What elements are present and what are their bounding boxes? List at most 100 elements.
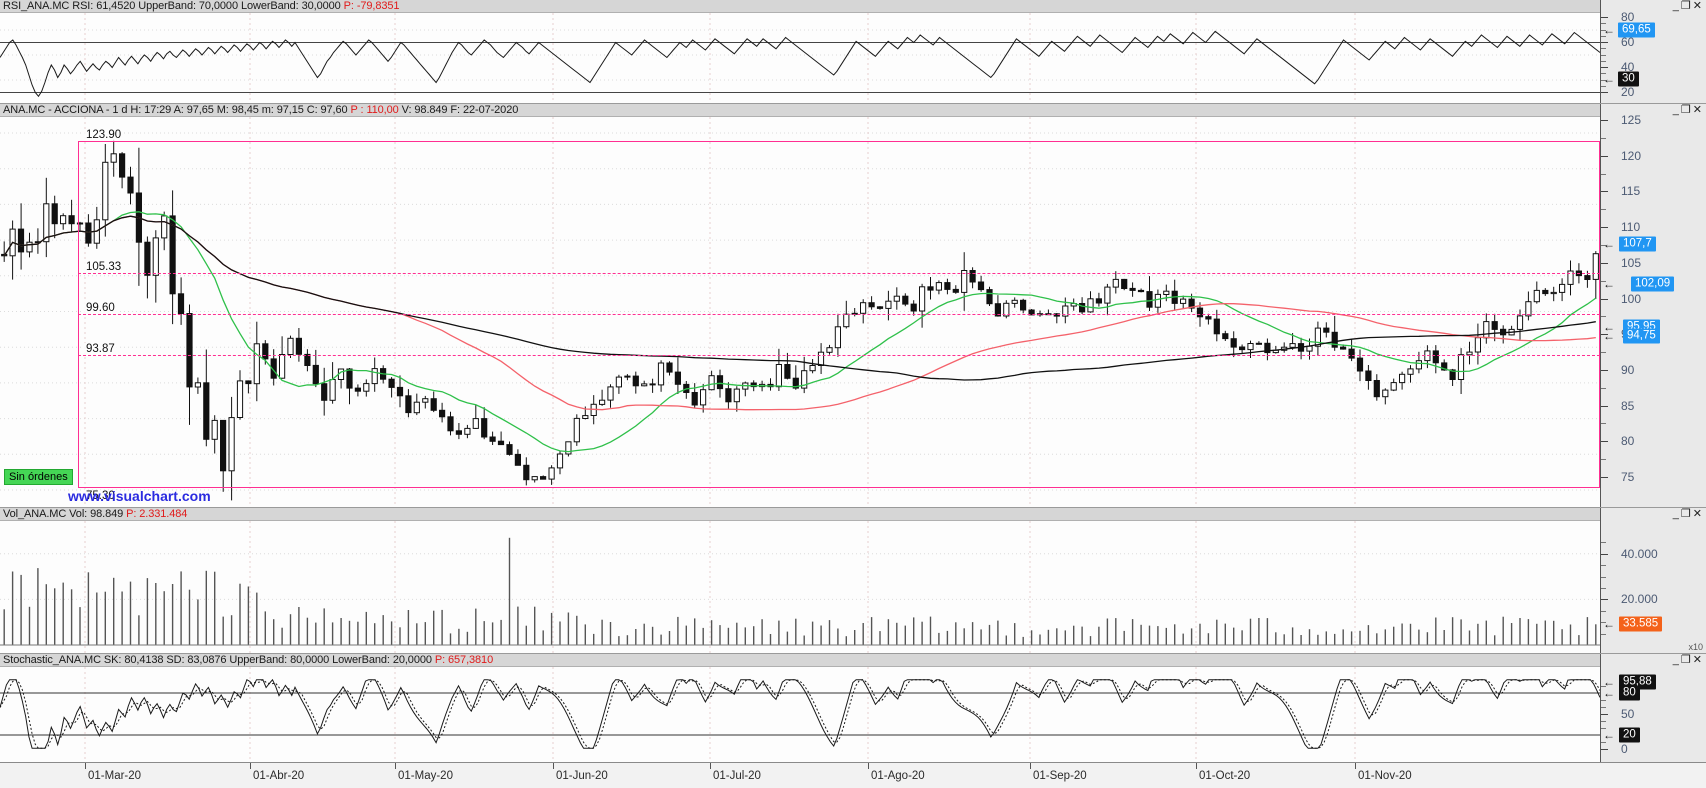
date-label: 01-Nov-20	[1358, 770, 1412, 782]
price-marker-arrow-icon: ←	[1603, 686, 1615, 700]
rsi-plot-area[interactable]	[0, 13, 1600, 103]
panel-stochastic: Stochastic_ANA.MC SK: 80,4138 SD: 83,087…	[0, 654, 1706, 762]
axis-tick-mark	[1601, 441, 1608, 443]
fib-level-line[interactable]	[78, 314, 1600, 316]
minimize-icon[interactable]: _	[1672, 508, 1681, 520]
close-icon[interactable]: ✕	[1692, 508, 1704, 520]
date-tick	[395, 763, 396, 769]
axis-minor-tick	[1601, 73, 1606, 75]
price-marker-arrow-icon: ←	[1603, 328, 1615, 343]
volume-window-controls[interactable]: _❐✕	[1673, 508, 1704, 520]
price-marker-arrow-icon: ←	[1603, 276, 1615, 291]
axis-tick-label: 75	[1621, 470, 1635, 484]
panel-volume: Vol_ANA.MC Vol: 98.849 P: 2.331.484 _❐✕ …	[0, 508, 1706, 654]
axis-minor-tick	[1601, 60, 1606, 62]
price-marker-badge[interactable]: 107,7	[1619, 236, 1656, 252]
maximize-icon[interactable]: ❐	[1680, 104, 1693, 116]
volume-field-value-0: 98.849	[90, 508, 124, 520]
price-window-controls[interactable]: _❐✕	[1673, 104, 1704, 116]
stoch-window-controls[interactable]: _❐✕	[1673, 654, 1704, 666]
fib-level-label: 75.30	[84, 489, 117, 502]
stoch-field-value-2: 80,0000	[290, 654, 330, 666]
axis-minor-tick	[1601, 610, 1606, 612]
price-marker-arrow-icon: ←	[1603, 728, 1615, 742]
volume-p-label: P:	[126, 508, 137, 520]
axis-minor-tick	[1601, 622, 1606, 624]
volume-field-label-0: Vol:	[69, 508, 88, 520]
price-symbol: ANA.MC	[3, 104, 46, 116]
axis-minor-tick	[1601, 423, 1606, 425]
axis-tick-label: 120	[1621, 148, 1642, 163]
rsi-field-value-0: 61,4520	[96, 0, 136, 12]
price-marker-badge[interactable]: 33.585	[1619, 616, 1663, 632]
minimize-icon[interactable]: _	[1672, 0, 1681, 12]
close-icon[interactable]: ✕	[1692, 104, 1704, 116]
price-marker-badge[interactable]: 94,75	[1623, 328, 1660, 344]
axis-tick-label: 60	[1621, 35, 1635, 49]
volume-axis[interactable]: _❐✕ 40.000 20.000 ← 33.585 x10	[1600, 508, 1706, 653]
axis-tick-mark	[1601, 714, 1608, 715]
fib-level-line[interactable]	[78, 273, 1600, 275]
rsi-field-label-0: RSI:	[72, 0, 94, 12]
date-tick	[85, 763, 86, 769]
axis-tick-mark	[1601, 369, 1608, 371]
maximize-icon[interactable]: ❐	[1680, 508, 1693, 520]
axis-tick-label: 50	[1621, 707, 1635, 721]
date-label: 01-Sep-20	[1033, 770, 1087, 782]
axis-tick-label: 105	[1621, 255, 1642, 270]
stochastic-plot-area[interactable]	[0, 667, 1600, 762]
fib-level-label: 93.87	[84, 343, 117, 356]
stoch-field-label-0: SK:	[103, 654, 122, 666]
axis-tick-label: 80	[1621, 434, 1635, 449]
close-icon[interactable]: ✕	[1692, 0, 1704, 12]
axis-minor-tick	[1601, 85, 1606, 87]
fib-level-line[interactable]	[78, 355, 1600, 357]
price-marker-badge[interactable]: 102,09	[1631, 276, 1675, 292]
price-field-label-1: A:	[173, 104, 184, 116]
axis-minor-tick	[1601, 54, 1606, 56]
rsi-window-controls[interactable]: _❐✕	[1673, 0, 1704, 12]
rsi-price-axis[interactable]: _❐✕ 80 60 40 20 ← 69,65 ← 30	[1600, 0, 1706, 103]
price-marker-badge[interactable]: 30	[1618, 71, 1639, 87]
price-plot-area[interactable]: 123.90 105.33 99.60 93.87 75.30 Sin órdenes …	[0, 117, 1600, 507]
minimize-icon[interactable]: _	[1672, 654, 1681, 666]
rsi-field-value-1: 70,0000	[198, 0, 238, 12]
watermark: www.visualchart.com	[68, 488, 211, 504]
price-marker-arrow-icon: ←	[1603, 320, 1615, 335]
price-marker-badge[interactable]: 69,65	[1618, 22, 1655, 38]
rsi-p-value: -79,8351	[356, 0, 400, 12]
axis-tick-label: 110	[1621, 220, 1641, 235]
price-p-value: 110,00	[366, 104, 399, 116]
axis-minor-tick	[1601, 35, 1606, 37]
price-axis[interactable]: _❐✕ 1251201151101051009590858075←107,7←1…	[1600, 104, 1706, 507]
rsi-panel-header: RSI_ANA.MC RSI: 61,4520 UpperBand: 70,00…	[0, 0, 1600, 13]
minimize-icon[interactable]: _	[1672, 104, 1681, 116]
axis-minor-tick	[1601, 173, 1606, 175]
axis-tick-mark	[1601, 42, 1608, 43]
price-field-value-1: 97,65	[186, 104, 214, 116]
maximize-icon[interactable]: ❐	[1680, 0, 1693, 12]
rsi-field-label-1: UpperBand:	[138, 0, 196, 12]
stochastic-axis[interactable]: _❐✕ 50 0 ← 95,88 ← 80 ← 20	[1600, 654, 1706, 762]
maximize-icon[interactable]: ❐	[1680, 654, 1693, 666]
price-field-label-2: M:	[216, 104, 229, 116]
volume-plot-area[interactable]	[0, 521, 1600, 653]
price-field-label-4: C:	[306, 104, 318, 116]
volume-indicator-name: Vol_ANA.MC	[3, 508, 67, 520]
price-field2-label-0: V:	[401, 104, 412, 116]
close-icon[interactable]: ✕	[1692, 654, 1704, 666]
date-axis[interactable]: 01-Mar-20 01-Abr-20 01-May-20 01-Jun-20 01-J…	[0, 762, 1706, 788]
price-marker-badge[interactable]: 80	[1619, 685, 1640, 701]
axis-tick-mark	[1601, 334, 1608, 336]
candlestick-chart	[0, 117, 1600, 507]
axis-tick-label: 20	[1621, 85, 1635, 99]
price-marker-arrow-icon: ←	[1603, 236, 1615, 251]
volume-p-value: 2.331.484	[139, 508, 188, 520]
axis-tick-mark	[1601, 405, 1608, 407]
date-tick	[553, 763, 554, 769]
stoch-field-label-3: LowerBand:	[332, 654, 390, 666]
axis-tick-mark	[1601, 262, 1608, 264]
fib-level-label: 123.90	[84, 128, 124, 141]
orders-status-badge[interactable]: Sin órdenes	[4, 469, 73, 485]
price-marker-badge[interactable]: 20	[1619, 727, 1640, 743]
